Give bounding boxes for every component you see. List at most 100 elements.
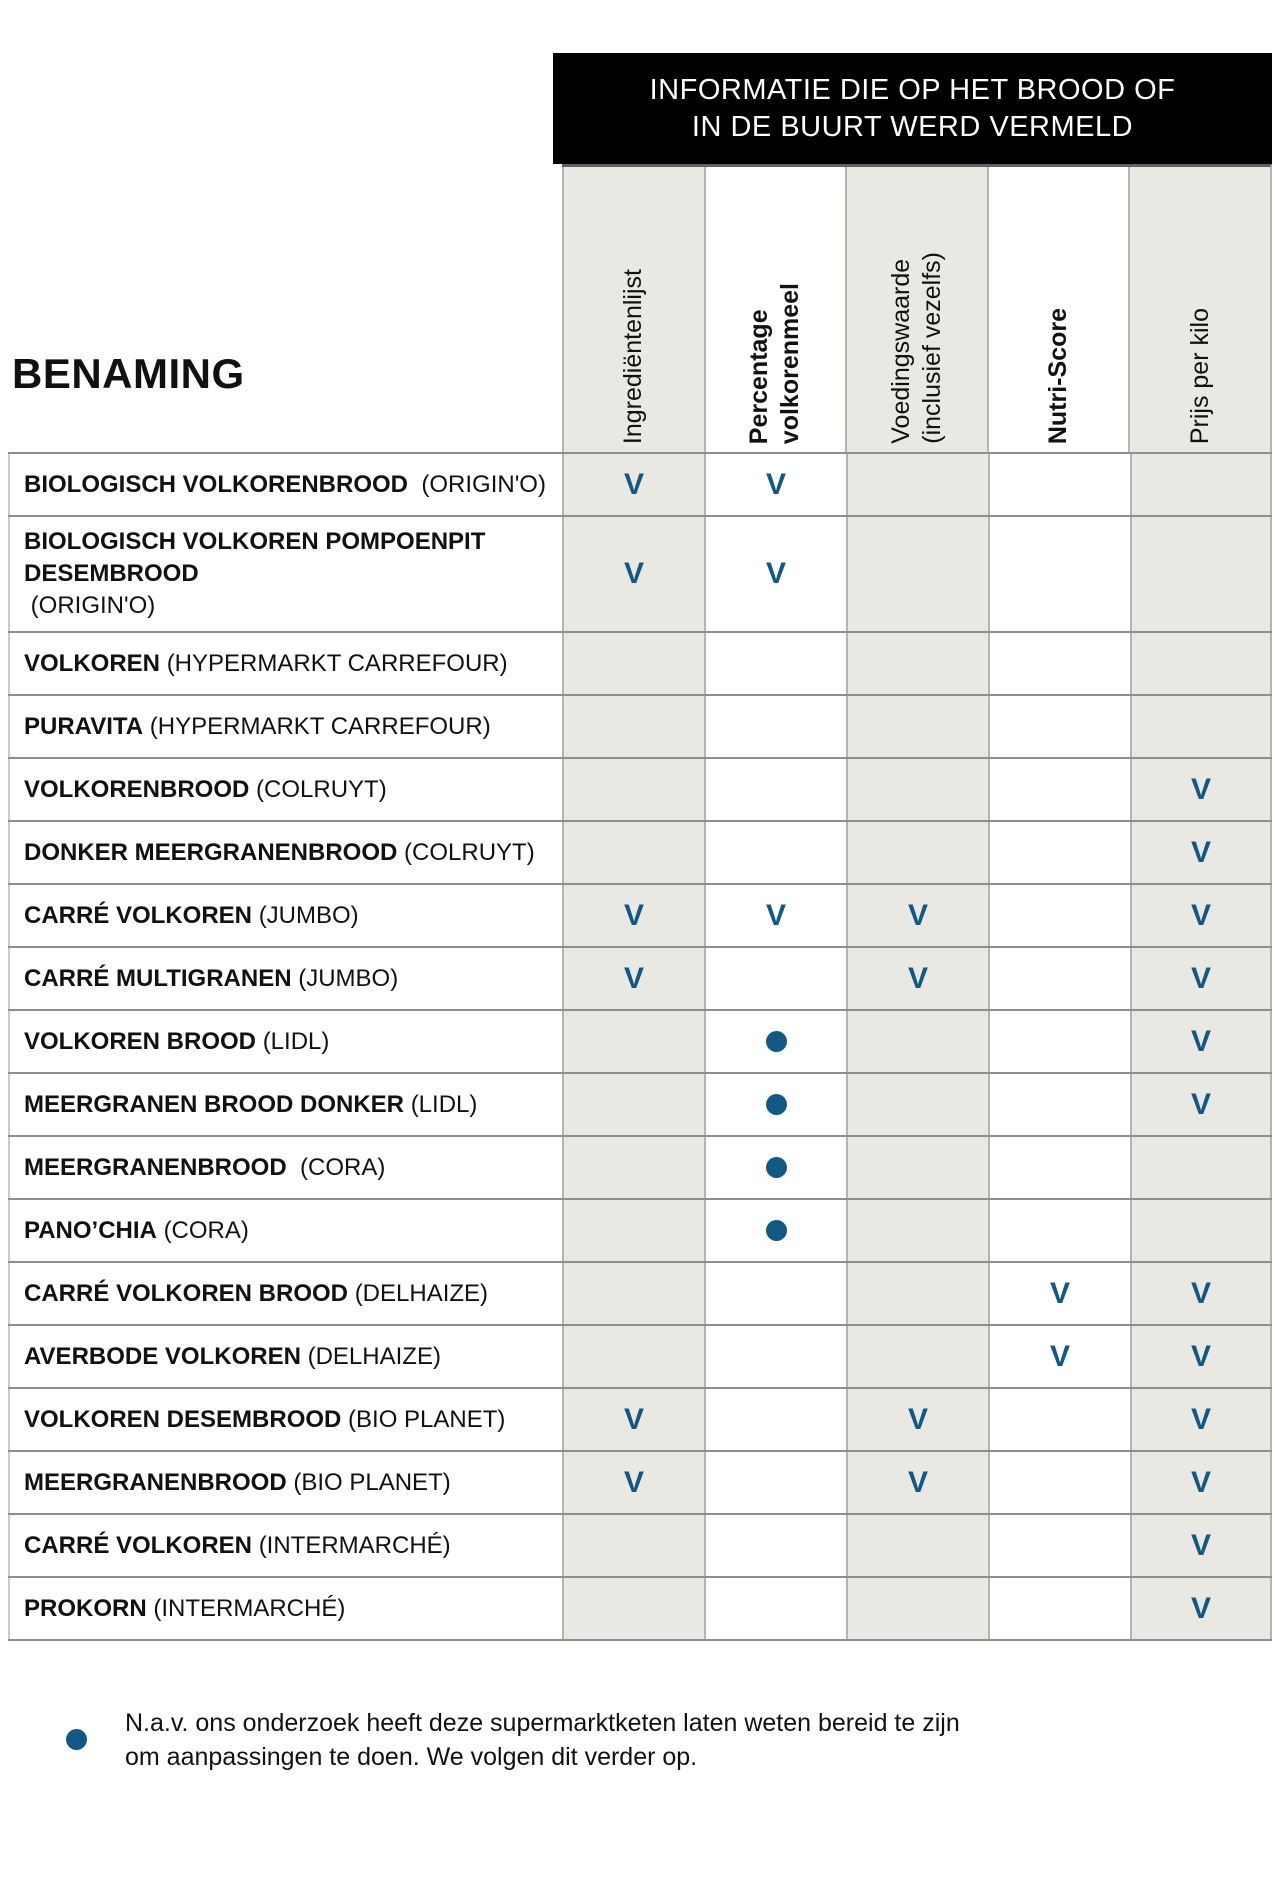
mark-cell-percentage-volkorenmeel bbox=[704, 948, 846, 1009]
banner-line-1: INFORMATIE DIE OP HET BROOD OF bbox=[649, 73, 1176, 106]
banner-line-2: IN DE BUURT WERD VERMELD bbox=[691, 110, 1134, 143]
table-row: DONKER MEERGRANENBROOD (COLRUYT) V bbox=[8, 822, 1272, 885]
store-name: (ORIGIN'O) bbox=[24, 592, 156, 619]
product-name: VOLKOREN bbox=[24, 649, 161, 677]
store-name: (INTERMARCHÉ) bbox=[146, 1594, 346, 1622]
check-mark: V bbox=[623, 557, 644, 590]
table-row: AVERBODE VOLKOREN (DELHAIZE) V V bbox=[8, 1326, 1272, 1389]
mark-cell-prijs-per-kilo: V bbox=[1130, 1515, 1272, 1576]
table-row: VOLKOREN DESEMBROOD (BIO PLANET) V V V bbox=[8, 1389, 1272, 1452]
mark-cell-ingredi-ntenlijst bbox=[562, 1578, 704, 1639]
product-name: AVERBODE VOLKOREN bbox=[24, 1342, 301, 1370]
check-mark: V bbox=[1190, 1528, 1211, 1562]
store-name: (DELHAIZE) bbox=[300, 1342, 441, 1370]
mark-cell-prijs-per-kilo: V bbox=[1130, 1074, 1272, 1135]
product-name-cell: PURAVITA (HYPERMARKT CARREFOUR) bbox=[8, 696, 562, 757]
mark-cell-nutri-score bbox=[988, 1137, 1130, 1198]
store-name: (JUMBO) bbox=[252, 901, 359, 929]
product-name: CARRÉ MULTIGRANEN bbox=[24, 964, 292, 992]
mark-cell-nutri-score bbox=[988, 1200, 1130, 1261]
column-header-ingredi-ntenlijst: Ingrediëntenlijst bbox=[562, 167, 704, 452]
mark-cell-percentage-volkorenmeel bbox=[704, 1137, 846, 1198]
table-row: PANO’CHIA (CORA) bbox=[8, 1200, 1272, 1263]
table-row: CARRÉ MULTIGRANEN (JUMBO) V V V bbox=[8, 948, 1272, 1011]
column-header-voedingswaarde-inclusief-vezelfs: Voedingswaarde (inclusief vezelfs) bbox=[845, 167, 987, 452]
check-mark: V bbox=[1049, 1276, 1070, 1310]
table-row: CARRÉ VOLKOREN (JUMBO) V V V V bbox=[8, 885, 1272, 948]
product-name: MEERGRANENBROOD bbox=[24, 1153, 287, 1181]
mark-cell-voedingswaarde-inclusief-vezelfs bbox=[846, 1578, 988, 1639]
mark-cell-percentage-volkorenmeel bbox=[704, 1011, 846, 1072]
dot-icon bbox=[765, 1157, 787, 1178]
check-mark: V bbox=[1049, 1339, 1070, 1373]
mark-cell-prijs-per-kilo bbox=[1130, 633, 1272, 694]
store-name: (BIO PLANET) bbox=[286, 1468, 451, 1496]
product-name: CARRÉ VOLKOREN bbox=[24, 1531, 253, 1559]
product-name-cell: AVERBODE VOLKOREN (DELHAIZE) bbox=[8, 1326, 562, 1387]
check-mark: V bbox=[1190, 1465, 1211, 1499]
product-name-cell: VOLKOREN (HYPERMARKT CARREFOUR) bbox=[8, 633, 562, 694]
mark-cell-prijs-per-kilo bbox=[1130, 1200, 1272, 1261]
product-name: VOLKOREN BROOD bbox=[24, 1027, 257, 1055]
footnote-text: N.a.v. ons onderzoek heeft deze supermar… bbox=[125, 1709, 960, 1771]
check-mark: V bbox=[623, 961, 644, 995]
mark-cell-nutri-score bbox=[988, 1074, 1130, 1135]
mark-cell-ingredi-ntenlijst bbox=[562, 696, 704, 757]
mark-cell-percentage-volkorenmeel bbox=[704, 1578, 846, 1639]
check-mark: V bbox=[1190, 1591, 1211, 1625]
mark-cell-prijs-per-kilo bbox=[1130, 1137, 1272, 1198]
mark-cell-percentage-volkorenmeel: V bbox=[704, 517, 846, 631]
mark-cell-percentage-volkorenmeel bbox=[704, 822, 846, 883]
mark-cell-voedingswaarde-inclusief-vezelfs bbox=[846, 759, 988, 820]
mark-cell-voedingswaarde-inclusief-vezelfs bbox=[846, 517, 988, 631]
product-name: BIOLOGISCH VOLKORENBROOD bbox=[24, 470, 409, 498]
mark-cell-voedingswaarde-inclusief-vezelfs: V bbox=[846, 948, 988, 1009]
check-mark: V bbox=[623, 467, 644, 501]
mark-cell-percentage-volkorenmeel bbox=[704, 1263, 846, 1324]
column-header-nutri-score: Nutri-Score bbox=[986, 167, 1129, 452]
mark-cell-nutri-score bbox=[988, 1578, 1130, 1639]
mark-cell-ingredi-ntenlijst bbox=[562, 1263, 704, 1324]
table-row: VOLKORENBROOD (COLRUYT) V bbox=[8, 759, 1272, 822]
mark-cell-nutri-score bbox=[988, 633, 1130, 694]
table-row: BIOLOGISCH VOLKOREN POMPOENPIT DESEMBROO… bbox=[8, 517, 1272, 633]
mark-cell-nutri-score bbox=[988, 948, 1130, 1009]
product-name: PURAVITA bbox=[24, 712, 144, 740]
table-row: VOLKOREN (HYPERMARKT CARREFOUR) bbox=[8, 633, 1272, 696]
mark-cell-voedingswaarde-inclusief-vezelfs bbox=[846, 696, 988, 757]
dot-icon bbox=[765, 1220, 787, 1241]
check-mark: V bbox=[1190, 1087, 1211, 1121]
mark-cell-voedingswaarde-inclusief-vezelfs bbox=[846, 1515, 988, 1576]
mark-cell-voedingswaarde-inclusief-vezelfs bbox=[846, 633, 988, 694]
mark-cell-voedingswaarde-inclusief-vezelfs bbox=[846, 1200, 988, 1261]
column-header-label: Ingrediëntenlijst bbox=[619, 268, 648, 444]
store-name: (HYPERMARKT CARREFOUR) bbox=[160, 649, 508, 677]
mark-cell-nutri-score: V bbox=[988, 1326, 1130, 1387]
mark-cell-percentage-volkorenmeel bbox=[704, 1326, 846, 1387]
check-mark: V bbox=[907, 961, 928, 995]
product-name-cell: MEERGRANENBROOD (BIO PLANET) bbox=[8, 1452, 562, 1513]
mark-cell-prijs-per-kilo: V bbox=[1130, 1011, 1272, 1072]
mark-cell-percentage-volkorenmeel bbox=[704, 633, 846, 694]
product-name-cell: MEERGRANEN BROOD DONKER (LIDL) bbox=[8, 1074, 562, 1135]
mark-cell-prijs-per-kilo: V bbox=[1130, 1263, 1272, 1324]
check-mark: V bbox=[765, 557, 786, 590]
mark-cell-nutri-score bbox=[988, 885, 1130, 946]
benaming-heading: BENAMING bbox=[12, 350, 245, 397]
product-name-cell: PANO’CHIA (CORA) bbox=[8, 1200, 562, 1261]
product-name: PROKORN bbox=[24, 1594, 147, 1622]
mark-cell-prijs-per-kilo: V bbox=[1130, 885, 1272, 946]
check-mark: V bbox=[623, 1465, 644, 1499]
column-headers: Ingrediëntenlijst Percentage volkorenmeel… bbox=[562, 164, 1272, 452]
store-name: (HYPERMARKT CARREFOUR) bbox=[143, 712, 491, 740]
mark-cell-nutri-score bbox=[988, 1011, 1130, 1072]
mark-cell-percentage-volkorenmeel bbox=[704, 1074, 846, 1135]
product-name: BIOLOGISCH VOLKOREN POMPOENPIT DESEMBROO… bbox=[24, 528, 493, 587]
check-mark: V bbox=[1190, 1339, 1211, 1373]
check-mark: V bbox=[1190, 1276, 1211, 1310]
dot-icon bbox=[765, 1094, 787, 1115]
check-mark: V bbox=[1190, 1402, 1211, 1436]
mark-cell-percentage-volkorenmeel bbox=[704, 759, 846, 820]
check-mark: V bbox=[765, 467, 786, 501]
